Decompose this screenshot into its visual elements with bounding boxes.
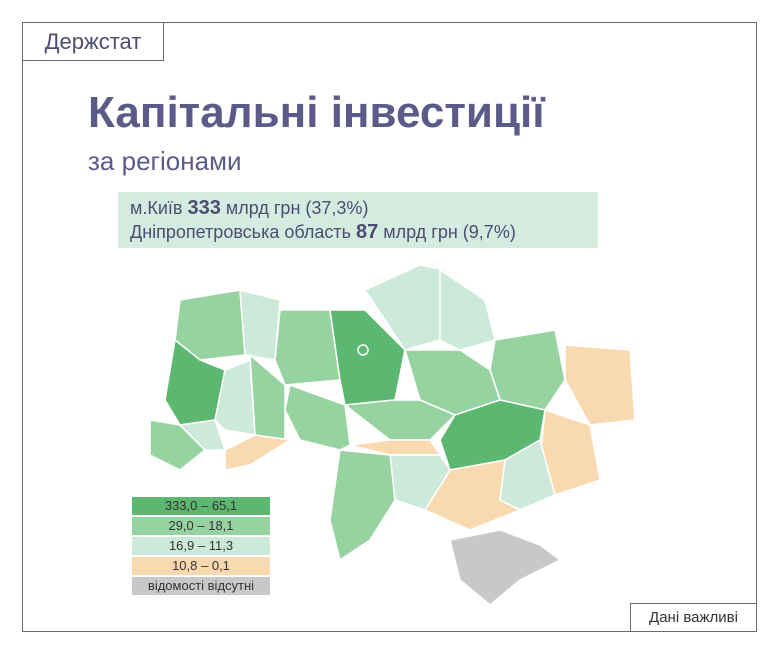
region — [174, 289, 246, 361]
title: Капітальні інвестиції — [88, 88, 545, 137]
footer-label: Дані важливі — [630, 603, 757, 632]
legend-item: відомості відсутні — [132, 577, 270, 595]
kyiv-marker — [357, 344, 369, 356]
share: (9,7%) — [462, 222, 516, 242]
region-name: м.Київ — [130, 198, 183, 218]
region — [564, 344, 636, 426]
region — [439, 268, 496, 351]
legend-item: 16,9 – 11,3 — [132, 537, 270, 555]
source-label: Держстат — [22, 22, 164, 61]
unit: млрд грн — [383, 222, 458, 242]
value: 87 — [356, 221, 379, 243]
region-name: Дніпропетровська область — [130, 222, 351, 242]
region — [489, 329, 566, 411]
highlight: м.Київ 333 млрд грн (37,3%) — [130, 196, 586, 220]
region — [329, 449, 396, 562]
region — [149, 419, 207, 471]
legend-item: 10,8 – 0,1 — [132, 557, 270, 575]
region — [239, 289, 281, 361]
region — [449, 529, 562, 606]
subtitle: за регіонами — [88, 146, 242, 176]
region — [284, 383, 351, 451]
region — [214, 358, 256, 436]
unit: млрд грн — [225, 198, 301, 218]
highlight: Дніпропетровська область 87 млрд грн (9,… — [130, 220, 586, 244]
legend: 333,0 – 65,1 29,0 – 18,1 16,9 – 11,3 10,… — [132, 497, 270, 597]
legend-item: 333,0 – 65,1 — [132, 497, 270, 515]
frame — [22, 22, 757, 632]
region — [274, 309, 341, 386]
region — [224, 434, 293, 471]
value: 333 — [187, 197, 221, 219]
share: (37,3%) — [305, 198, 369, 218]
region — [349, 439, 442, 456]
highlights: м.Київ 333 млрд грн (37,3%) Дніпропетров… — [118, 192, 598, 248]
legend-item: 29,0 – 18,1 — [132, 517, 270, 535]
